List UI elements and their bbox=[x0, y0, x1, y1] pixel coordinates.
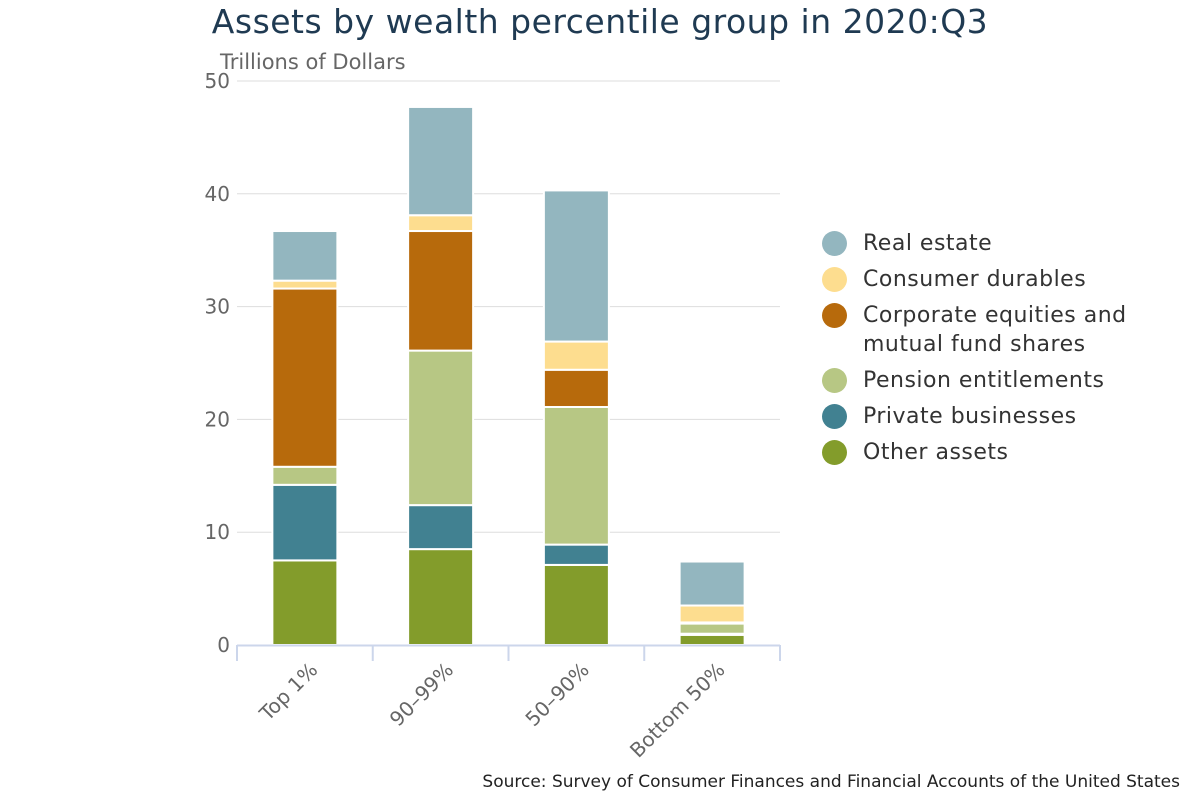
bar-segment[interactable] bbox=[678, 560, 746, 607]
bar-segment[interactable] bbox=[271, 559, 339, 647]
x-tick-label: 50–90% bbox=[520, 658, 593, 731]
bar-segment[interactable] bbox=[407, 504, 475, 551]
bar-segment[interactable] bbox=[542, 543, 610, 566]
bar-segment[interactable] bbox=[407, 349, 475, 507]
bar-segment[interactable] bbox=[542, 189, 610, 343]
y-tick-label: 20 bbox=[205, 407, 230, 431]
y-tick-label: 40 bbox=[205, 182, 230, 206]
legend: Real estate Consumer durables Corporate eq… bbox=[822, 229, 1192, 474]
legend-swatch bbox=[822, 368, 847, 393]
bar-segment[interactable] bbox=[271, 287, 339, 468]
legend-swatch bbox=[822, 404, 847, 429]
bar-segment[interactable] bbox=[678, 604, 746, 624]
y-axis-label: Trillions of Dollars bbox=[219, 50, 406, 74]
bar-segment[interactable] bbox=[678, 622, 746, 635]
legend-item[interactable]: Real estate bbox=[822, 229, 1192, 258]
legend-swatch bbox=[822, 231, 847, 256]
legend-item[interactable]: Pension entitlements bbox=[822, 366, 1192, 395]
legend-label: Private businesses bbox=[863, 404, 1077, 429]
legend-swatch bbox=[822, 303, 847, 328]
y-tick-label: 10 bbox=[205, 520, 230, 544]
y-tick-label: 50 bbox=[205, 69, 230, 93]
legend-label: Consumer durables bbox=[863, 267, 1087, 292]
y-tick-label: 0 bbox=[217, 633, 230, 657]
legend-label: Other assets bbox=[863, 440, 1009, 465]
legend-label: Real estate bbox=[863, 231, 993, 256]
legend-label: Pension entitlements bbox=[863, 368, 1105, 393]
legend-item[interactable]: Consumer durables bbox=[822, 265, 1192, 294]
bar-segment[interactable] bbox=[271, 279, 339, 290]
source-note: Source: Survey of Consumer Finances and … bbox=[482, 772, 1180, 792]
legend-label: Corporate equities and mutual fund share… bbox=[863, 303, 1127, 357]
chart-title: Assets by wealth percentile group in 202… bbox=[211, 2, 989, 41]
bars bbox=[271, 105, 746, 647]
bar-segment[interactable] bbox=[271, 230, 339, 282]
bar-segment[interactable] bbox=[542, 563, 610, 646]
legend-swatch bbox=[822, 440, 847, 465]
bar-segment[interactable] bbox=[542, 368, 610, 408]
legend-item[interactable]: Private businesses bbox=[822, 402, 1192, 431]
bar-segment[interactable] bbox=[542, 340, 610, 371]
legend-swatch bbox=[822, 267, 847, 292]
bar-segment[interactable] bbox=[678, 633, 746, 647]
bar-segment[interactable] bbox=[271, 483, 339, 562]
bar-segment[interactable] bbox=[407, 230, 475, 352]
y-tick-label: 30 bbox=[205, 295, 230, 319]
bar-segment[interactable] bbox=[542, 405, 610, 546]
legend-item[interactable]: Other assets bbox=[822, 438, 1192, 467]
x-tick-label: Bottom 50% bbox=[625, 658, 730, 763]
bar-segment[interactable] bbox=[407, 548, 475, 646]
x-tick-label: 90–99% bbox=[385, 658, 458, 731]
legend-item[interactable]: Corporate equities and mutual fund share… bbox=[822, 301, 1192, 359]
bar-segment[interactable] bbox=[407, 105, 475, 217]
bar-segment[interactable] bbox=[271, 465, 339, 486]
bar-segment[interactable] bbox=[407, 214, 475, 233]
x-tick-label: Top 1% bbox=[254, 658, 322, 726]
